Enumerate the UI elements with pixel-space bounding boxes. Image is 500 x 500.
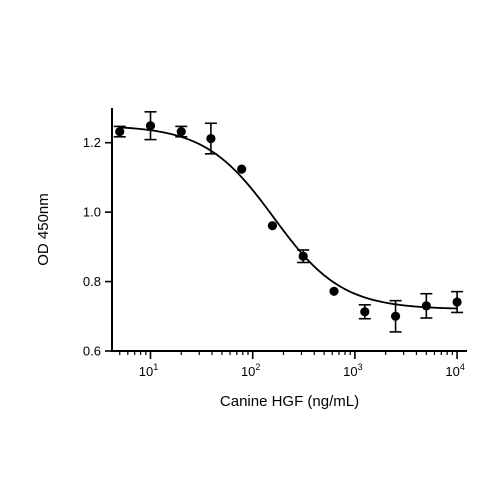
- plot-area: [113, 111, 464, 333]
- x-tick-base: 10: [445, 364, 459, 379]
- y-tick-label: 1.0: [83, 205, 101, 220]
- x-tick-base: 10: [241, 364, 255, 379]
- x-tick-exponent: 1: [153, 362, 158, 372]
- data-point: [267, 221, 278, 231]
- data-point: [237, 164, 247, 174]
- fit-curve: [119, 126, 458, 310]
- x-tick-label: 104: [445, 362, 464, 379]
- data-point: [115, 127, 125, 137]
- x-tick-exponent: 3: [358, 362, 363, 372]
- data-point: [206, 133, 216, 144]
- y-axis: 0.6 0.8 1.0 1.2: [83, 108, 113, 359]
- data-point: [360, 307, 370, 317]
- x-tick-exponent: 2: [255, 362, 260, 372]
- x-tick-base: 10: [343, 364, 357, 379]
- data-point: [145, 121, 156, 131]
- y-tick-label: 0.6: [83, 344, 101, 359]
- x-tick-exponent: 4: [460, 362, 465, 372]
- x-tick-label: 102: [241, 362, 260, 379]
- data-point: [176, 127, 186, 137]
- data-point: [329, 286, 339, 296]
- y-tick-label: 1.2: [83, 135, 101, 150]
- data-point: [421, 301, 431, 311]
- x-axis: 101 102 103 104: [111, 350, 467, 379]
- x-axis-label: Canine HGF (ng/mL): [220, 393, 359, 410]
- y-tick-label: 0.8: [83, 274, 101, 289]
- data-point: [390, 311, 401, 321]
- y-axis-label: OD 450nm: [35, 193, 52, 266]
- x-tick-label: 103: [343, 362, 362, 379]
- data-point: [452, 297, 462, 307]
- data-point: [298, 251, 308, 261]
- x-tick-base: 10: [139, 364, 153, 379]
- x-tick-label: 101: [139, 362, 158, 379]
